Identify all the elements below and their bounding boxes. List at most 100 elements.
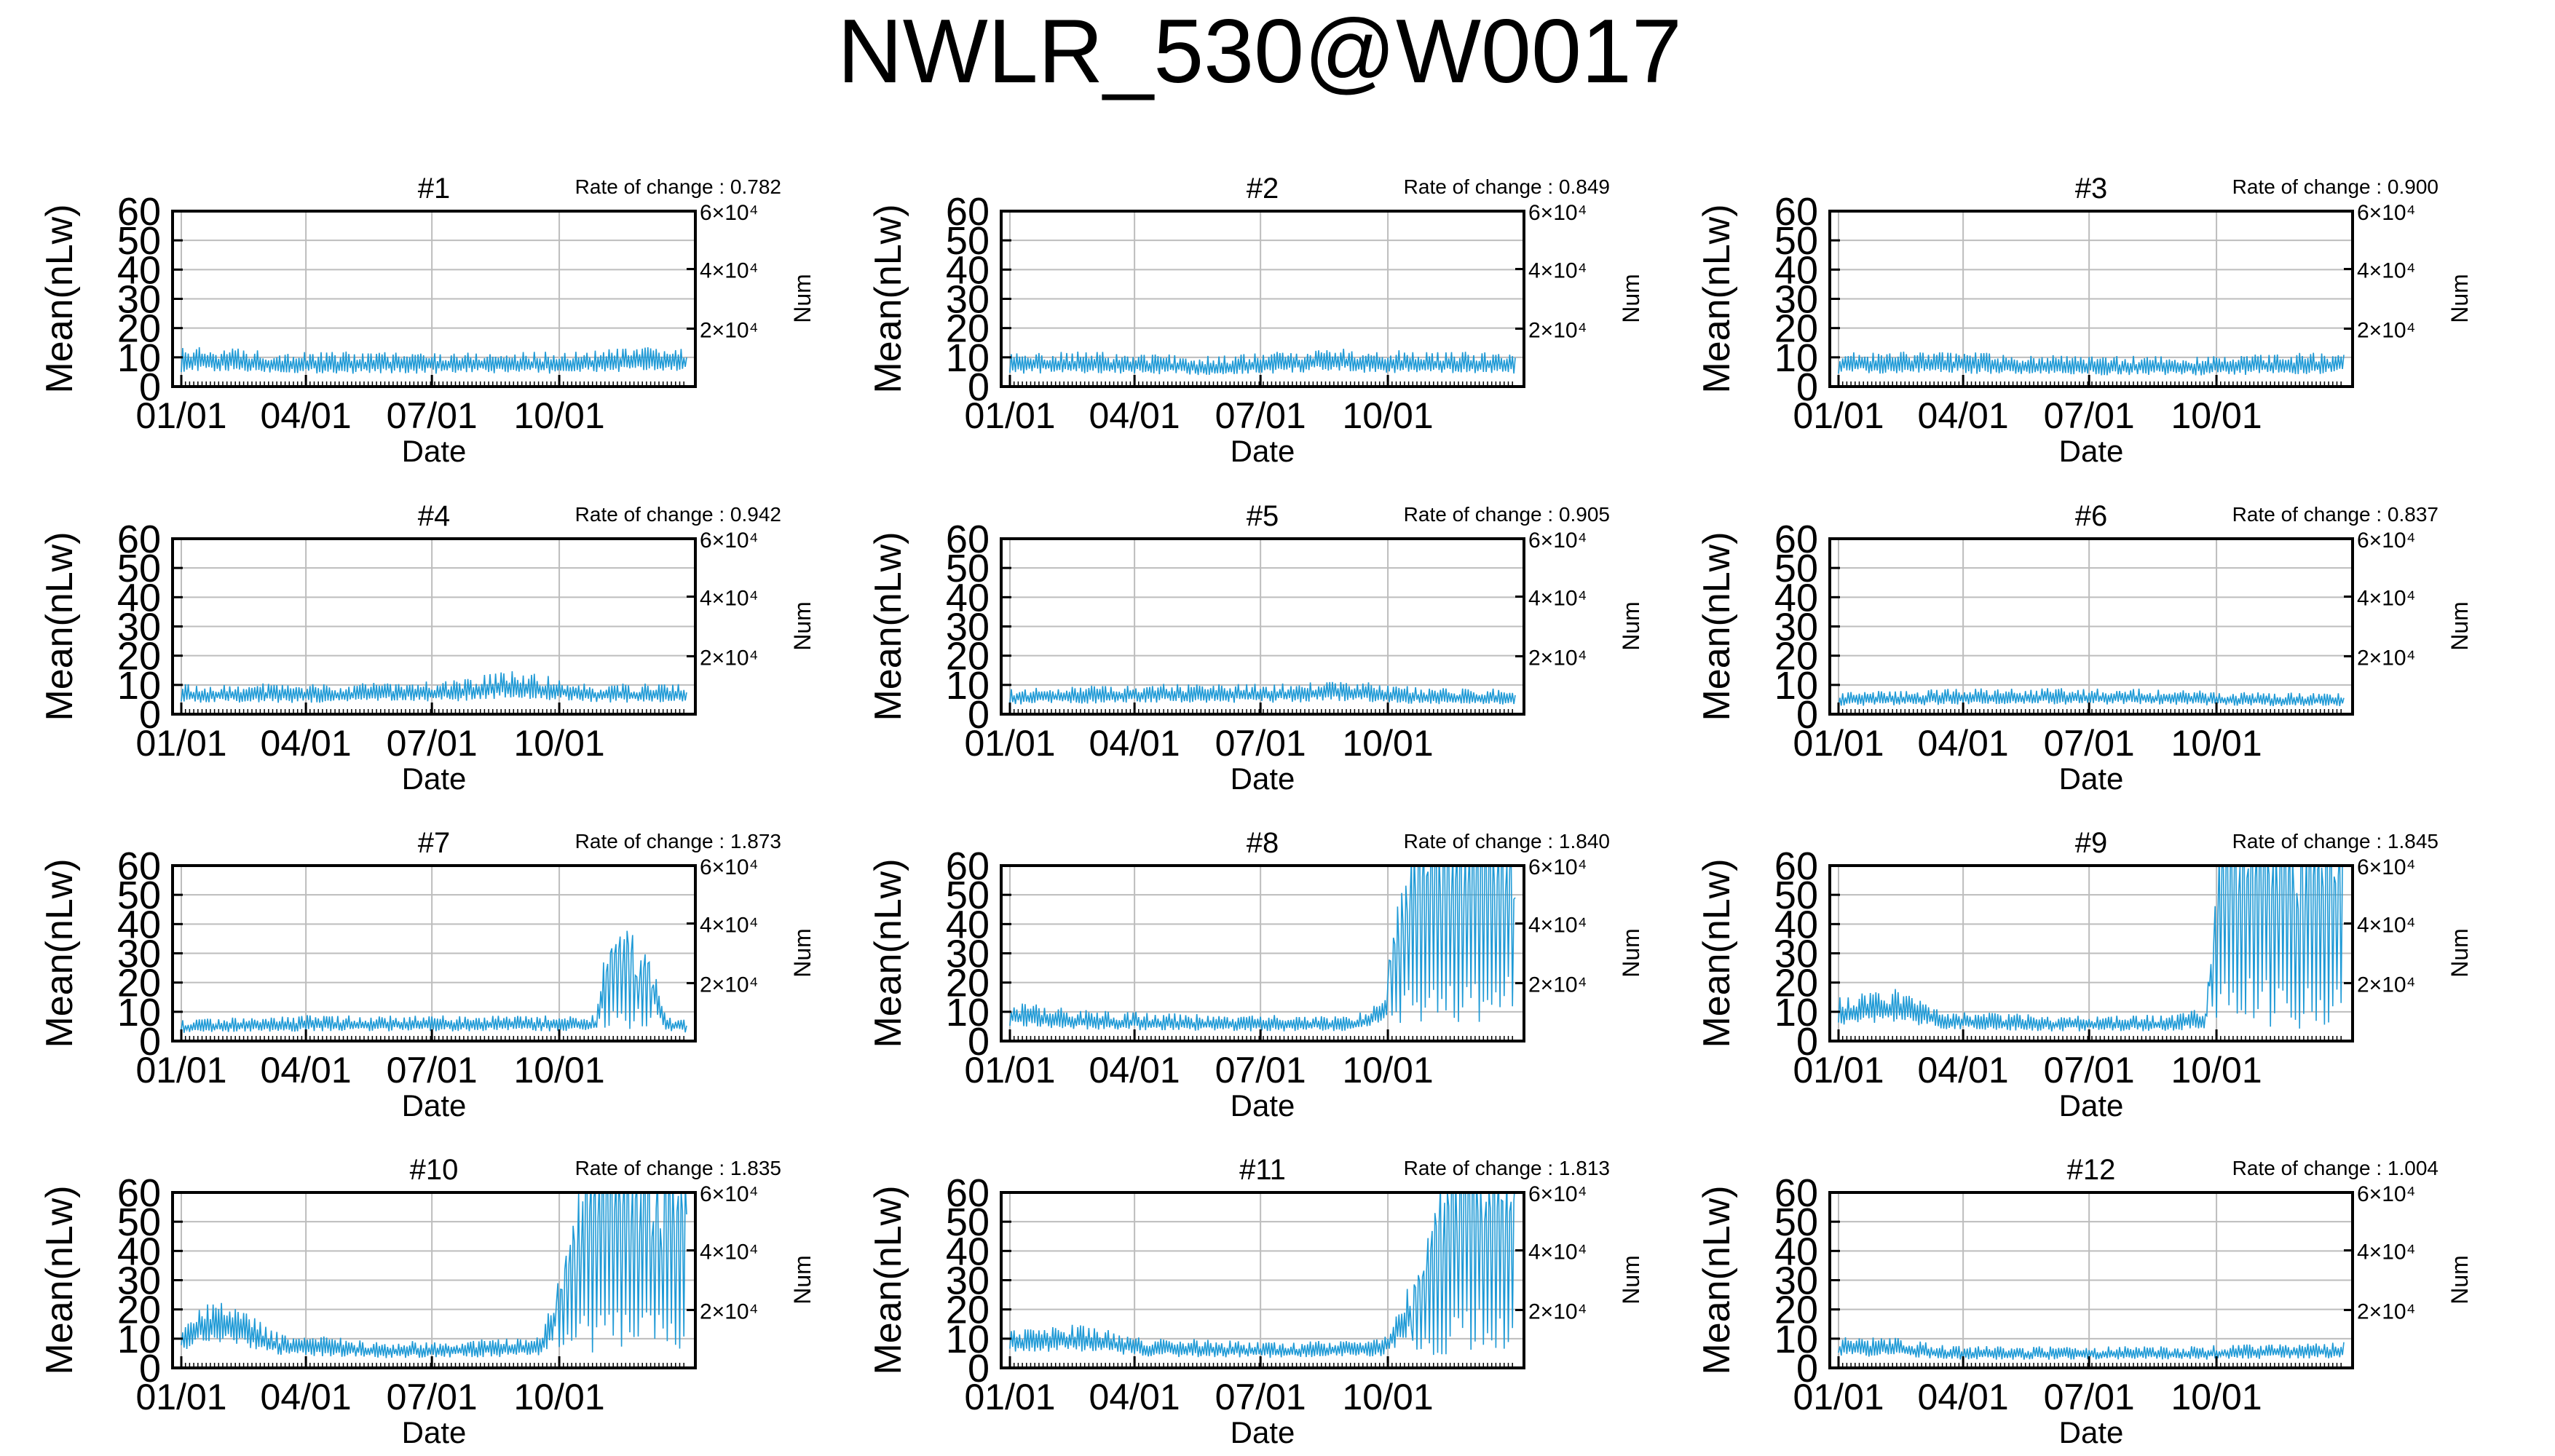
y-tick-label: 50 [946,547,990,590]
y-tick-label: 10 [117,1318,161,1361]
x-axis-label: Date [2059,761,2124,796]
y-tick-label: 0 [968,365,990,409]
panel-title: #2 [1247,173,1279,205]
y2-tick-label: 4×10⁴ [700,914,758,938]
figure-title: NWLR_530@W0017 [837,1,1682,102]
rate-of-change-label: Rate of change : 0.905 [1404,503,1610,526]
rate-of-change-label: Rate of change : 0.900 [2232,175,2438,198]
x-tick-label: 10/01 [2171,723,2262,764]
x-tick-label: 01/01 [1793,1050,1884,1091]
y2-axis-label: Num [2447,601,2473,651]
y-tick-label: 0 [968,1020,990,1064]
rate-of-change-label: Rate of change : 0.849 [1404,175,1610,198]
y2-tick-label: 2×10⁴ [1528,973,1587,997]
x-tick-label: 10/01 [514,1377,605,1417]
y2-tick-label: 6×10⁴ [2357,855,2415,879]
y2-tick-label: 4×10⁴ [700,1241,758,1265]
y-tick-label: 40 [946,248,990,292]
x-tick-label: 10/01 [514,723,605,764]
y2-axis-label: Num [789,274,816,323]
y2-tick-label: 6×10⁴ [2357,201,2415,225]
x-tick-label: 04/01 [1918,723,2009,764]
x-tick-label: 10/01 [514,395,605,436]
y-tick-label: 40 [946,1230,990,1273]
y-tick-label: 60 [1774,844,1818,888]
panel-title: #10 [410,1154,459,1186]
y-tick-label: 0 [1796,693,1818,737]
x-tick-label: 01/01 [964,1050,1055,1091]
y2-tick-label: 6×10⁴ [1528,1182,1587,1206]
y-tick-label: 40 [946,903,990,946]
y-tick-label: 60 [1774,190,1818,234]
y-tick-label: 20 [117,1289,161,1332]
y-tick-label: 10 [1774,991,1818,1034]
series-line [181,347,687,374]
rate-of-change-label: Rate of change : 0.837 [2232,503,2438,526]
y2-axis-label: Num [2447,928,2473,978]
x-axis-label: Date [402,434,467,468]
x-tick-label: 04/01 [261,1377,352,1417]
y-tick-label: 30 [117,278,161,322]
x-tick-label: 04/01 [1089,395,1180,436]
y-tick-label: 0 [968,1347,990,1390]
y-tick-label: 10 [946,664,990,708]
y-tick-label: 0 [1796,1347,1818,1390]
y2-tick-label: 2×10⁴ [2357,1299,2415,1324]
y2-tick-label: 6×10⁴ [1528,529,1587,553]
x-tick-label: 10/01 [1343,1050,1434,1091]
y-tick-label: 0 [1796,1020,1818,1064]
y2-tick-label: 2×10⁴ [2357,318,2415,342]
y-tick-label: 30 [117,1259,161,1303]
y2-tick-label: 6×10⁴ [2357,1182,2415,1206]
y2-tick-label: 6×10⁴ [700,529,758,553]
series-line [1009,681,1516,705]
x-tick-label: 04/01 [261,395,352,436]
y-tick-label: 10 [946,336,990,380]
y-tick-label: 40 [1774,903,1818,946]
x-tick-label: 01/01 [135,1377,226,1417]
y-tick-label: 50 [1774,874,1818,917]
x-tick-label: 10/01 [2171,1050,2262,1091]
y2-tick-label: 6×10⁴ [1528,855,1587,879]
y-tick-label: 30 [946,1259,990,1303]
panel-title: #4 [418,500,451,532]
x-tick-label: 04/01 [1089,1377,1180,1417]
y2-tick-label: 6×10⁴ [1528,201,1587,225]
x-tick-label: 07/01 [387,723,478,764]
y-tick-label: 40 [1774,576,1818,620]
y-tick-label: 30 [946,606,990,649]
x-axis-label: Date [402,1088,467,1123]
y-tick-label: 60 [117,844,161,888]
y-tick-label: 20 [946,1289,990,1332]
series-line [1838,352,2345,376]
x-tick-label: 07/01 [1215,1377,1306,1417]
x-tick-label: 10/01 [514,1050,605,1091]
x-tick-label: 07/01 [387,1050,478,1091]
y-tick-label: 40 [117,903,161,946]
x-tick-label: 07/01 [387,395,478,436]
series-line [1838,866,2343,1032]
y-tick-label: 60 [946,1171,990,1215]
y-tick-label: 30 [1774,933,1818,976]
x-axis-label: Date [402,1415,467,1449]
rate-of-change-label: Rate of change : 0.942 [575,503,781,526]
y-tick-label: 40 [946,576,990,620]
y-axis-label: Mean(nLw) [1696,1185,1738,1374]
y2-tick-label: 2×10⁴ [1528,318,1587,342]
y-axis-label: Mean(nLw) [39,204,81,393]
y-tick-label: 20 [946,962,990,1005]
x-tick-label: 10/01 [2171,395,2262,436]
series-line [1009,1192,1515,1358]
y-tick-label: 50 [946,219,990,263]
y-tick-label: 0 [139,1020,161,1064]
y-tick-label: 50 [1774,1200,1818,1244]
y-tick-label: 30 [117,606,161,649]
x-tick-label: 07/01 [2044,1377,2135,1417]
y2-tick-label: 2×10⁴ [1528,1299,1587,1324]
x-tick-label: 10/01 [2171,1377,2262,1417]
y2-tick-label: 6×10⁴ [700,1182,758,1206]
